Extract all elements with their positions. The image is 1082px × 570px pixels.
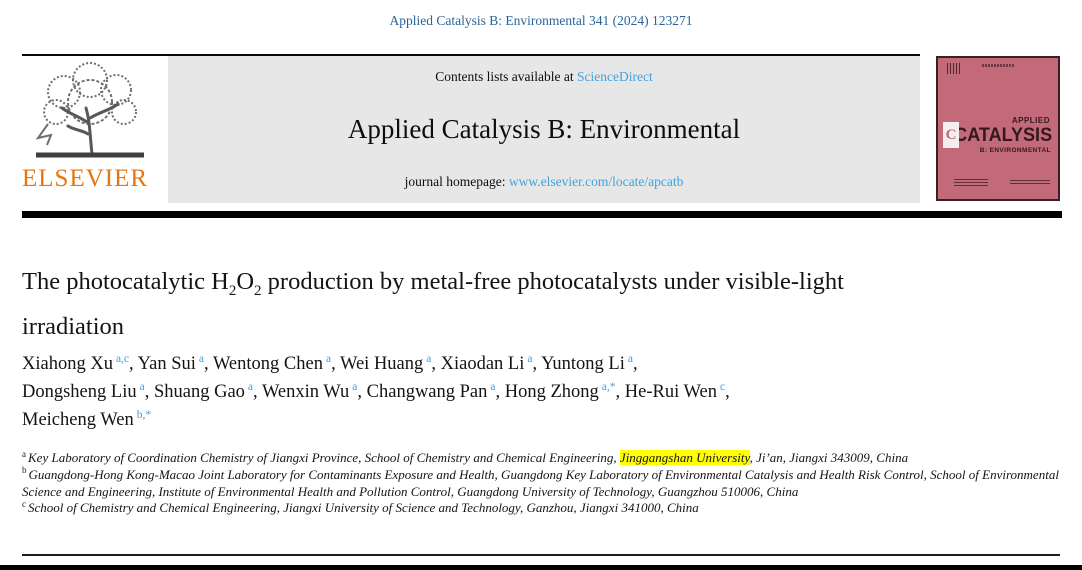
cover-catalysis-label: CATALYSIS	[954, 125, 1052, 146]
highlighted-affiliation-text: Jinggangshan University	[619, 450, 750, 465]
author: Changwang Pan a	[366, 380, 496, 402]
author: Shuang Gao a	[153, 380, 254, 402]
affiliation-sup: b	[22, 465, 27, 476]
banner-bottom-rule	[22, 211, 1062, 218]
affiliation: c School of Chemistry and Chemical Engine…	[22, 500, 1064, 517]
author: He-Rui Wen c	[624, 380, 726, 402]
author: Xiaodan Li a	[440, 352, 533, 374]
elsevier-tree-icon	[35, 62, 144, 158]
author-affiliation-sup: a	[198, 352, 205, 365]
author: Hong Zhong a,*	[504, 380, 616, 402]
cover-barcode-mark	[947, 63, 960, 74]
author: Yan Sui a	[137, 352, 205, 374]
author-affiliation-sup: a	[325, 352, 332, 365]
title-text: production by metal-free photocatalysts …	[22, 268, 844, 340]
elsevier-wordmark: ELSEVIER	[22, 165, 149, 192]
journal-cover-thumbnail[interactable]: APPLIED CATALYSIS B: ENVIRONMENTAL C	[936, 56, 1060, 201]
affiliation-list: a Key Laboratory of Coordination Chemistr…	[22, 448, 1064, 517]
cover-subtitle-label: B: ENVIRONMENTAL	[979, 147, 1051, 154]
affiliation-sup: a	[22, 448, 26, 459]
cover-c-logo: C	[943, 122, 959, 148]
cover-issn-mark	[982, 64, 1014, 67]
author-affiliation-sup: a	[426, 352, 432, 365]
journal-homepage-link[interactable]: www.elsevier.com/locate/apcatb	[508, 174, 684, 189]
author: Meicheng Wen b,*	[22, 408, 152, 430]
author-affiliation-sup: b,*	[136, 408, 152, 421]
homepage-prefix: journal homepage:	[404, 174, 509, 189]
title-subscript: 2	[228, 282, 237, 299]
title-text: The photocatalytic H	[22, 268, 229, 295]
article-title: The photocatalytic H2O2 production by me…	[22, 264, 910, 344]
author: Dongsheng Liu a	[22, 380, 145, 402]
author-affiliation-sup: c	[719, 380, 726, 393]
affiliation: b Guangdong-Hong Kong-Macao Joint Laborat…	[22, 465, 1064, 501]
title-text: O	[236, 268, 255, 295]
author-affiliation-sup: a	[627, 352, 633, 365]
title-subscript: 2	[254, 282, 262, 299]
author: Wenxin Wu a	[261, 380, 358, 402]
masthead-top-rule	[22, 54, 920, 56]
author-affiliation-sup: a	[490, 380, 496, 393]
author: Wei Huang a	[339, 352, 432, 374]
author-affiliation-sup: a,*	[601, 380, 616, 393]
journal-title: Applied Catalysis B: Environmental	[347, 114, 741, 144]
affiliation-text: Guangdong-Hong Kong-Macao Joint Laborato…	[22, 466, 1059, 499]
affiliation: a Key Laboratory of Coordination Chemistr…	[22, 448, 1064, 467]
affiliation-text: School of Chemistry and Chemical Enginee…	[28, 500, 699, 516]
sciencedirect-link[interactable]: ScienceDirect	[577, 69, 653, 84]
cover-c-letter: C	[945, 126, 957, 143]
elsevier-logo: ELSEVIER	[22, 56, 168, 203]
author-affiliation-sup: a	[527, 352, 533, 365]
author-list: Xiahong Xu a,c, Yan Sui a, Wentong Chen a, …	[22, 352, 730, 430]
affiliation-text: Key Laboratory of Coordination Chemistry…	[28, 450, 620, 465]
journal-banner: ELSEVIER Contents lists available at Sci…	[22, 56, 920, 203]
page-bottom-bar	[0, 565, 1082, 570]
author-affiliation-sup: a	[352, 380, 358, 393]
journal-citation: Applied Catalysis B: Environmental 341 (…	[389, 13, 693, 28]
affiliation-text: , Ji’an, Jiangxi 343009, China	[749, 450, 909, 465]
cover-applied-label: APPLIED	[1011, 116, 1050, 125]
author: Yuntong Li a	[541, 352, 633, 374]
contents-line: Contents lists available at ScienceDirec…	[168, 69, 920, 85]
author-affiliation-sup: a	[139, 380, 145, 393]
homepage-line: journal homepage: www.elsevier.com/locat…	[168, 174, 920, 190]
author-affiliation-sup: a	[247, 380, 254, 393]
author: Wentong Chen a	[212, 352, 332, 374]
banner-gray-panel: Contents lists available at ScienceDirec…	[168, 56, 920, 203]
cover-footer-right-mark	[1010, 178, 1050, 184]
author-affiliation-sup: a,c	[115, 352, 130, 365]
affiliation-sup: c	[22, 499, 26, 510]
contents-prefix: Contents lists available at	[435, 69, 577, 84]
cover-footer-left-mark	[954, 179, 988, 186]
section-divider-rule	[22, 554, 1060, 556]
author: Xiahong Xu a,c	[22, 352, 130, 374]
